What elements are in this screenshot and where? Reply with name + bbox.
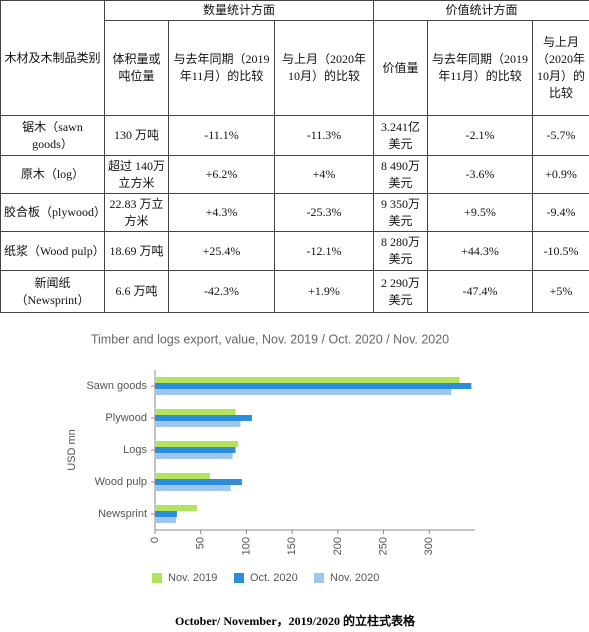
y-tick-label: Newsprint	[98, 508, 147, 520]
table-cell: 2 290万美元	[373, 270, 429, 313]
table-cell: +4.3%	[168, 193, 275, 232]
table-cell: +5%	[532, 270, 589, 313]
y-tick-label: Wood pulp	[95, 476, 147, 488]
legend-label: Oct. 2020	[250, 572, 298, 584]
table-row: 胶合板（plywood） 22.83 万立方米 +4.3% -25.3% 9 350万美…	[0, 193, 589, 232]
bar	[155, 389, 452, 395]
x-tick-label: 100	[240, 537, 252, 555]
bar	[155, 421, 241, 427]
y-tick-label: Sawn goods	[86, 380, 147, 392]
table-cell: +1.9%	[273, 270, 375, 313]
bar	[155, 441, 239, 447]
table-cell: +0.9%	[532, 155, 589, 194]
table-cell: +4%	[273, 155, 375, 194]
stats-table: 木材及木制品类别 数量统计方面 价值统计方面 体积量或吨位量 与去年同期（2019…	[0, 0, 589, 313]
legend-swatch	[152, 573, 162, 583]
legend-swatch	[314, 573, 324, 583]
table-cell: -5.7%	[532, 115, 589, 156]
table-cell: 130 万吨	[104, 115, 169, 156]
table-cell: 9 350万美元	[373, 193, 429, 232]
table-cell: +44.3%	[427, 231, 534, 271]
x-tick-label: 150	[286, 537, 298, 555]
header-cell: 价值统计方面	[373, 0, 589, 21]
chart: Timber and logs export, value, Nov. 2019…	[66, 332, 475, 628]
table-cell: +6.2%	[168, 155, 275, 194]
table-cell: -47.4%	[427, 270, 534, 313]
legend-label: Nov. 2019	[168, 572, 217, 584]
table-cell: 6.6 万吨	[104, 270, 169, 313]
table-cell: -25.3%	[273, 193, 375, 232]
table-cell: 原木（log）	[0, 155, 105, 194]
table-cell: 18.69 万吨	[104, 231, 169, 271]
bar	[155, 473, 210, 479]
table-row: 锯木（sawn goods） 130 万吨 -11.1% -11.3% 3.241亿美元…	[0, 115, 589, 156]
header-cell: 与上月（2020年10月）的比较	[532, 20, 589, 116]
table-cell: -11.3%	[273, 115, 375, 156]
table-cell: -2.1%	[427, 115, 534, 156]
bar	[155, 485, 231, 491]
header-cell: 体积量或吨位量	[104, 20, 169, 116]
bar	[155, 453, 233, 459]
bar	[155, 383, 472, 389]
x-tick-label: 200	[332, 537, 344, 555]
table-cell: 8 490万美元	[373, 155, 429, 194]
bar	[155, 479, 242, 485]
caption: October/ November，2019/2020 的立柱式表格	[175, 613, 416, 628]
x-tick-label: 0	[149, 537, 161, 543]
bar	[155, 505, 198, 511]
header-cell: 价值量	[373, 20, 429, 116]
table-cell: -12.1%	[273, 231, 375, 271]
table-cell: 3.241亿美元	[373, 115, 429, 156]
bar	[155, 517, 176, 523]
header-cell: 与去年同期（2019年11月）的比较	[168, 20, 275, 116]
header-cell: 数量统计方面	[103, 0, 375, 21]
table-cell: 纸浆（Wood pulp）	[0, 231, 105, 271]
table-cell: -11.1%	[168, 115, 275, 156]
table-cell: 锯木（sawn goods）	[0, 115, 105, 156]
bar	[155, 511, 177, 517]
y-tick-label: Logs	[123, 444, 147, 456]
table-cell: -10.5%	[532, 231, 589, 271]
table-cell: 新闻纸（Newsprint）	[0, 270, 105, 313]
x-tick-label: 250	[377, 537, 389, 555]
bar	[155, 447, 236, 453]
table-cell: +25.4%	[168, 231, 275, 271]
table-row: 原木（log） 超过 140万立方米 +6.2% +4% 8 490万美元 -3.6% +0…	[0, 155, 589, 194]
table-cell: -9.4%	[532, 193, 589, 232]
table-cell: 超过 140万立方米	[104, 155, 169, 194]
bar	[155, 377, 460, 383]
bar	[155, 409, 236, 415]
table-cell: -3.6%	[427, 155, 534, 194]
header-cell: 木材及木制品类别	[0, 0, 105, 116]
table-body: 木材及木制品类别 数量统计方面 价值统计方面 体积量或吨位量 与去年同期（2019…	[0, 0, 589, 313]
header-cell: 与去年同期（2019年11月）的比较	[427, 20, 534, 116]
y-tick-label: Plywood	[105, 412, 147, 424]
table-row: 新闻纸（Newsprint） 6.6 万吨 -42.3% +1.9% 2 290万美元 -…	[0, 270, 589, 313]
header-cell: 与上月（2020年10月）的比较	[273, 20, 375, 116]
table-cell: 胶合板（plywood）	[0, 193, 106, 232]
table-cell: +9.5%	[427, 193, 534, 232]
chart-title: Timber and logs export, value, Nov. 2019…	[91, 332, 449, 346]
legend-label: Nov. 2020	[330, 572, 379, 584]
table-row: 纸浆（Wood pulp） 18.69 万吨 +25.4% -12.1% 8 280万美…	[0, 231, 589, 271]
y-axis-label: USD mn	[66, 429, 78, 471]
table-cell: 8 280万美元	[373, 231, 429, 271]
table-cell: 22.83 万立方米	[104, 193, 169, 232]
x-tick-label: 300	[423, 537, 435, 555]
table-cell: -42.3%	[168, 270, 275, 313]
x-tick-label: 50	[195, 537, 207, 549]
bar	[155, 415, 252, 421]
legend-swatch	[234, 573, 244, 583]
